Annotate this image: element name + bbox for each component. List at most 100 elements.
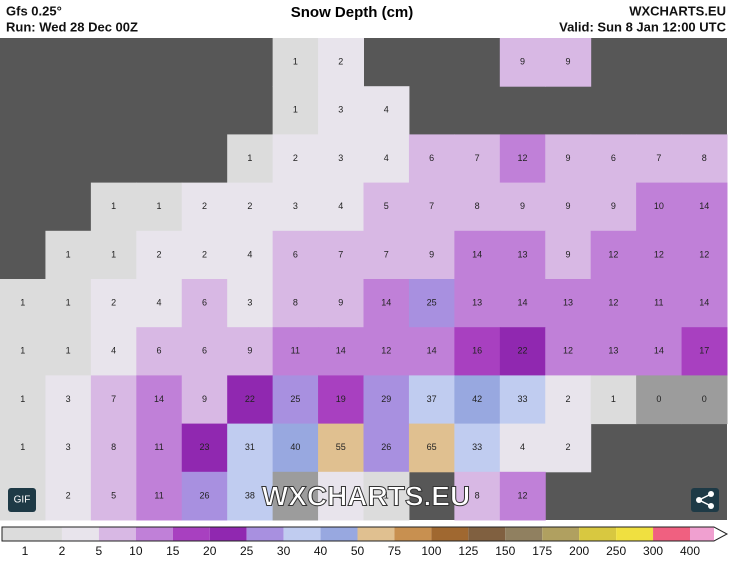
snow-value: 3 — [66, 442, 71, 452]
snow-value: 7 — [338, 249, 343, 259]
snow-value: 4 — [384, 153, 389, 163]
snow-value: 33 — [472, 442, 482, 452]
snow-cell — [545, 279, 592, 328]
snow-value: 13 — [563, 297, 573, 307]
snow-value: 4 — [520, 442, 525, 452]
colorbar-segment — [616, 527, 654, 541]
snow-value: 2 — [338, 56, 343, 66]
snow-cell — [363, 230, 410, 280]
snow-cell — [454, 182, 501, 232]
snow-value: 7 — [384, 249, 389, 259]
snow-cell — [272, 471, 319, 521]
snow-cell — [45, 279, 92, 328]
snow-value: 5 — [111, 490, 116, 500]
snow-cell — [90, 279, 137, 328]
snow-cell — [181, 279, 228, 328]
snow-value: 4 — [338, 201, 343, 211]
snow-cell — [499, 134, 546, 184]
colorbar-label: 75 — [388, 544, 402, 558]
snow-cell — [499, 182, 546, 232]
snow-value: 16 — [472, 346, 482, 356]
watermark: WXCHARTS.EU — [262, 480, 470, 511]
snow-cell — [318, 134, 364, 184]
snow-value: 12 — [381, 346, 391, 356]
share-button[interactable] — [691, 488, 719, 512]
snow-cell — [45, 375, 92, 425]
snow-value: 14 — [472, 249, 482, 259]
snow-cell — [136, 471, 183, 521]
model-label: Gfs 0.25° — [6, 3, 62, 18]
snow-value: 1 — [66, 346, 71, 356]
snow-value: 9 — [565, 201, 570, 211]
snow-value: 1 — [293, 56, 298, 66]
snow-value: 33 — [518, 394, 528, 404]
snow-cell — [636, 182, 683, 232]
colorbar-label: 40 — [314, 544, 328, 558]
snow-value: 1 — [293, 105, 298, 115]
colorbar-label: 2 — [59, 544, 66, 558]
snow-cell — [363, 279, 410, 328]
snow-value: 2 — [202, 201, 207, 211]
snow-cell — [227, 230, 274, 280]
snow-cell — [363, 375, 410, 425]
colorbar-segment — [690, 527, 714, 541]
colorbar-segment — [357, 527, 395, 541]
snow-cell — [318, 38, 364, 87]
snow-cell — [408, 279, 455, 328]
snow-value: 1 — [111, 201, 116, 211]
snow-cell — [590, 327, 637, 376]
snow-value: 38 — [245, 490, 255, 500]
snow-cell — [272, 86, 319, 135]
colorbar-segment — [320, 527, 358, 541]
snow-cell — [0, 375, 46, 425]
snow-value: 8 — [475, 201, 480, 211]
snow-value: 1 — [384, 490, 389, 500]
snow-cell — [136, 327, 183, 376]
colorbar-label: 20 — [203, 544, 217, 558]
snow-value: 12 — [654, 249, 664, 259]
snow-cell — [499, 423, 546, 473]
snow-cell — [0, 327, 46, 376]
snow-cell — [90, 327, 137, 376]
map-title: Snow Depth (cm) — [291, 4, 414, 21]
snow-value: 9 — [565, 249, 570, 259]
colorbar-label: 200 — [569, 544, 589, 558]
snow-cell — [499, 327, 546, 376]
snow-cell — [318, 182, 364, 232]
share-icon[interactable] — [697, 493, 712, 507]
snow-value: 1 — [111, 249, 116, 259]
snow-value: 5 — [384, 201, 389, 211]
snow-value: 3 — [66, 394, 71, 404]
snow-cell — [227, 182, 274, 232]
snow-value: 55 — [336, 442, 346, 452]
snow-value: 11 — [154, 442, 163, 452]
snow-cell — [590, 134, 637, 184]
colorbar-label: 400 — [680, 544, 700, 558]
gif-button-label[interactable]: GIF — [14, 495, 31, 506]
snow-cell — [499, 38, 546, 87]
colorbar-label: 25 — [240, 544, 254, 558]
snow-value: 1 — [20, 346, 25, 356]
colorbar-segment — [505, 527, 543, 541]
snow-value: 9 — [520, 201, 525, 211]
snow-value: 8 — [111, 442, 116, 452]
snow-value: 6 — [611, 153, 616, 163]
snow-value: 65 — [427, 442, 437, 452]
snow-value: 12 — [699, 249, 709, 259]
gif-button[interactable] — [8, 488, 36, 512]
snow-cell — [545, 327, 592, 376]
snow-cell — [136, 423, 183, 473]
snow-cell — [545, 38, 592, 87]
snow-value: 7 — [111, 394, 116, 404]
snow-value: 3 — [338, 490, 343, 500]
snow-value: 19 — [336, 394, 346, 404]
snow-cell — [318, 279, 364, 328]
snow-cell — [272, 423, 319, 473]
snow-value: 14 — [518, 297, 528, 307]
snow-cell — [272, 327, 319, 376]
snow-cell — [136, 279, 183, 328]
snow-value: 8 — [702, 153, 707, 163]
snow-cell — [499, 279, 546, 328]
share-button-bg[interactable] — [691, 488, 719, 512]
